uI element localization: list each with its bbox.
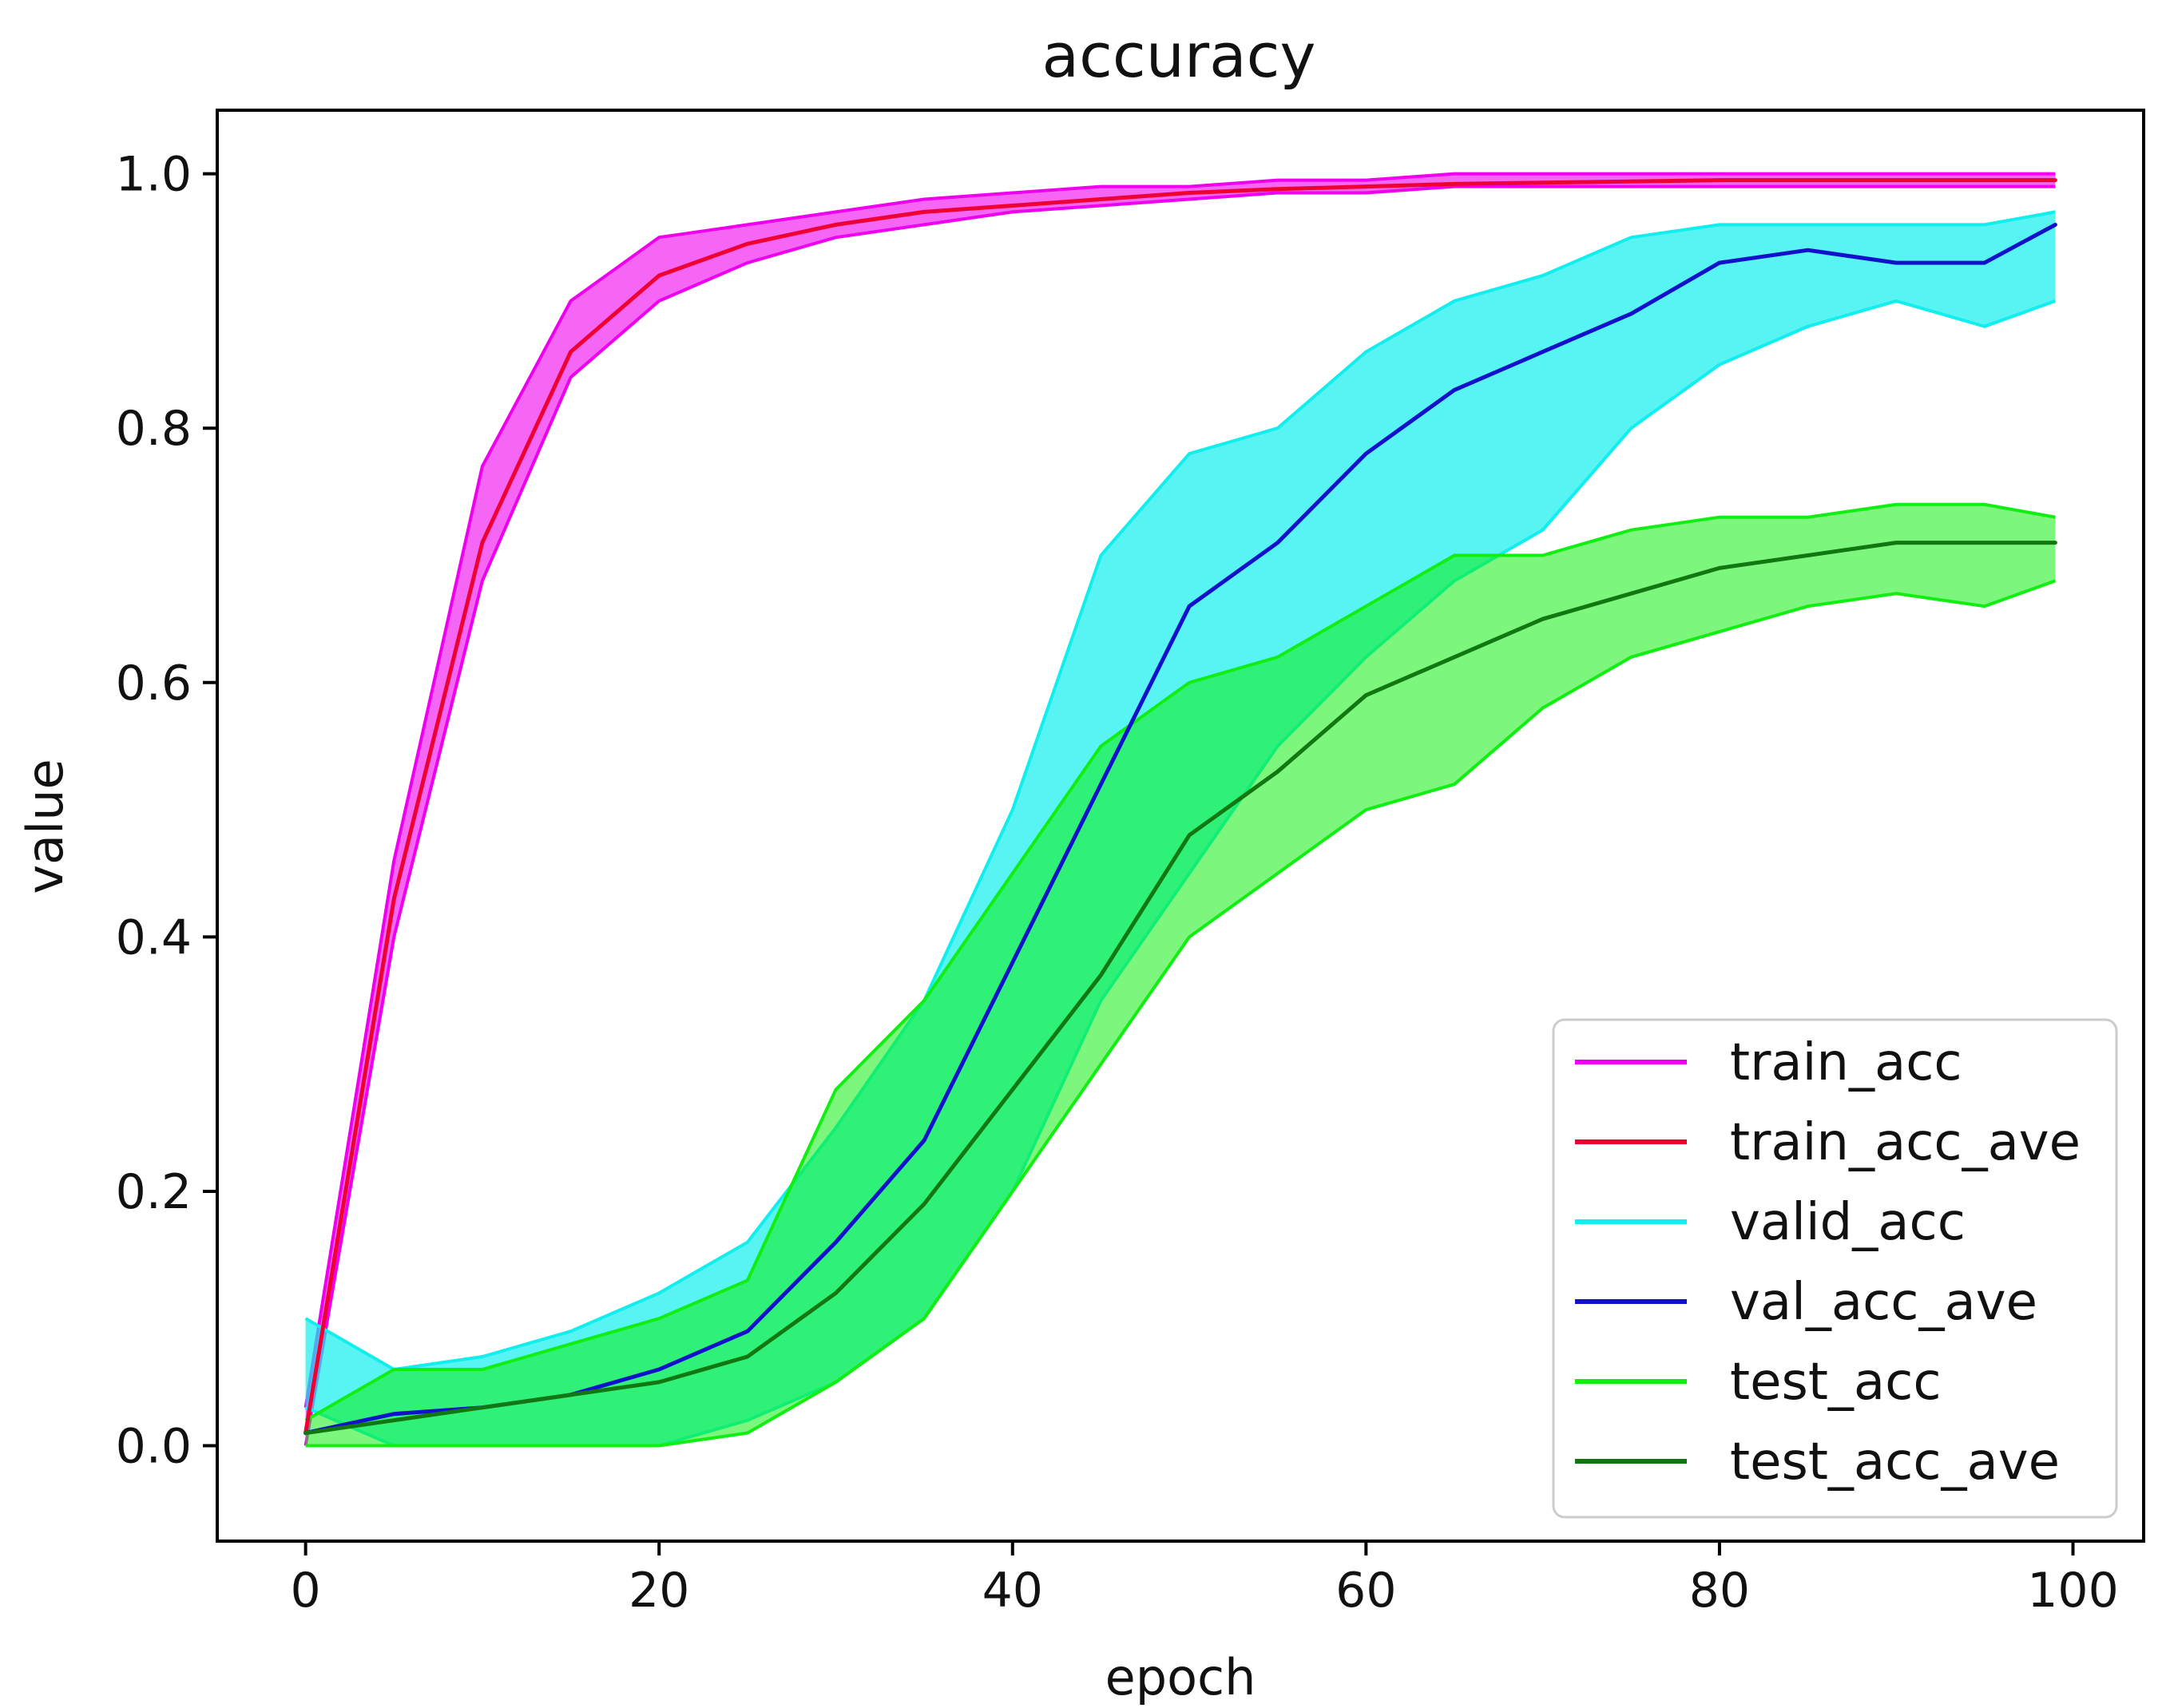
- legend-label-train-acc-ave: train_acc_ave: [1730, 1113, 2081, 1172]
- x-axis-label: epoch: [1105, 1648, 1256, 1706]
- legend-box: [1552, 1018, 2118, 1519]
- train-acc-upper-line: [303, 172, 2056, 1409]
- legend: train_acc train_acc_ave valid_acc val_acc_a…: [1552, 1018, 2118, 1519]
- y-axis-label: value: [16, 759, 74, 894]
- test-acc-lower-line: [305, 579, 2057, 1448]
- x-tick-label: 0: [291, 1563, 321, 1619]
- y-tick-label: 1.0: [116, 147, 192, 203]
- y-tick-label: 0.2: [116, 1164, 192, 1220]
- y-axis-ticks: 0.0 0.2 0.4 0.6 0.8 1.0: [116, 147, 217, 1475]
- plot-frame: [216, 109, 2145, 1543]
- bands-layer: [303, 172, 2057, 1448]
- chart-title: accuracy: [1042, 20, 1316, 91]
- legend-label-val-acc-ave: val_acc_ave: [1730, 1273, 2037, 1332]
- plot-area: [303, 172, 2057, 1448]
- y-tick-label: 0.0: [116, 1419, 192, 1475]
- valid-acc-upper-line: [304, 210, 2056, 1372]
- legend-items: train_acc train_acc_ave valid_acc val_acc_a…: [1575, 1033, 2081, 1492]
- legend-label-train-acc: train_acc: [1730, 1033, 1962, 1092]
- series-layer: [303, 178, 2057, 1436]
- test-acc-band: [305, 504, 2056, 1446]
- x-tick-label: 80: [1689, 1563, 1750, 1619]
- x-axis-ticks: 0 20 40 60 80 100: [291, 1541, 2119, 1619]
- legend-label-test-acc-ave: test_acc_ave: [1730, 1433, 2060, 1492]
- y-tick-label: 0.8: [116, 401, 192, 457]
- x-tick-label: 60: [1335, 1563, 1396, 1619]
- test-acc-ave-line: [303, 541, 2057, 1436]
- train-acc-lower-line: [303, 184, 2056, 1446]
- legend-label-valid-acc: valid_acc: [1730, 1193, 1966, 1252]
- legend-label-test-acc: test_acc: [1730, 1353, 1942, 1412]
- x-tick-label: 40: [982, 1563, 1043, 1619]
- y-tick-label: 0.6: [116, 656, 192, 711]
- x-tick-label: 100: [2027, 1563, 2119, 1619]
- test-acc-upper-line: [304, 502, 2056, 1422]
- y-tick-label: 0.4: [116, 909, 192, 965]
- train-acc-ave-line: [303, 178, 2057, 1436]
- x-tick-label: 20: [629, 1563, 689, 1619]
- val-acc-ave-line: [303, 222, 2057, 1436]
